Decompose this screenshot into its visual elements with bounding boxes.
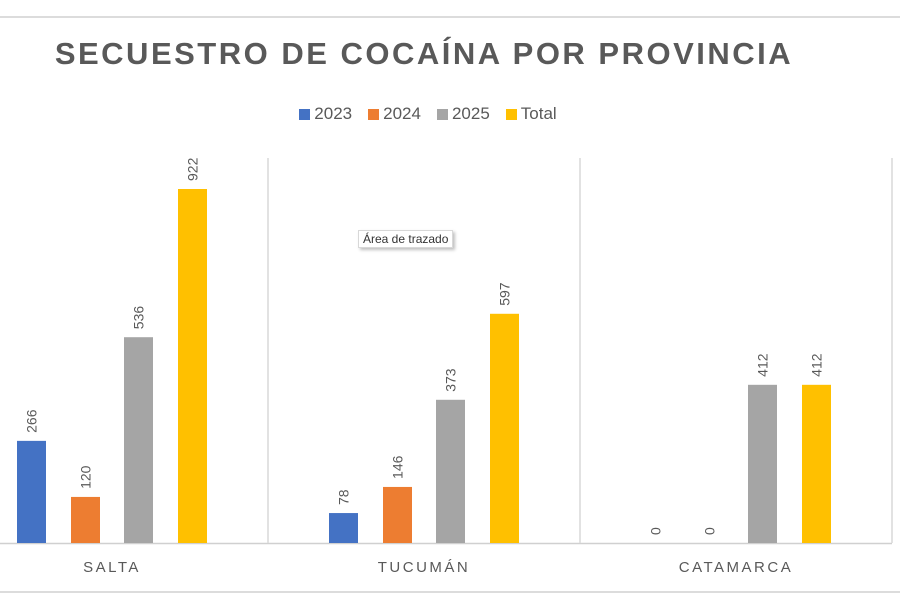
bar-total-catamarca[interactable]: [802, 384, 831, 543]
legend-swatch: [505, 108, 517, 120]
legend-swatch: [436, 108, 448, 120]
top-border: [0, 16, 900, 18]
legend-item[interactable]: 2023: [299, 104, 352, 124]
legend-label: 2024: [383, 104, 421, 123]
bar-total-tucumán[interactable]: [490, 313, 519, 543]
data-label: 536: [131, 306, 147, 330]
legend-swatch: [299, 108, 311, 120]
legend-label: Total: [520, 104, 557, 123]
legend-label: 2023: [314, 104, 353, 123]
data-label: 146: [390, 455, 406, 479]
chart-title: SECUESTRO DE COCAÍNA POR PROVINCIA: [54, 36, 794, 71]
data-label: 266: [24, 409, 40, 433]
legend-swatch: [368, 108, 380, 120]
data-label: 412: [755, 353, 771, 377]
bar-2025-salta[interactable]: [124, 337, 153, 543]
legend-item[interactable]: 2024: [368, 104, 421, 124]
legend-item[interactable]: Total: [505, 104, 557, 124]
legend: 2023 2024 2025 Total: [0, 104, 856, 124]
bar-2025-catamarca[interactable]: [748, 384, 777, 543]
category-label: CATAMARCA: [679, 559, 793, 576]
data-label: 0: [648, 527, 664, 535]
bar-2023-salta[interactable]: [17, 440, 46, 543]
legend-label: 2025: [451, 104, 490, 123]
category-label: SALTA: [83, 559, 141, 576]
category-label: TUCUMÁN: [378, 559, 471, 576]
data-label: 922: [185, 157, 201, 181]
data-label: 120: [78, 465, 94, 489]
data-label: 412: [809, 353, 825, 377]
bar-2025-tucumán[interactable]: [436, 399, 465, 543]
bar-total-salta[interactable]: [178, 189, 207, 543]
data-label: 78: [336, 489, 352, 505]
bar-2024-salta[interactable]: [71, 496, 100, 543]
data-label: 0: [702, 527, 718, 535]
bar-2023-tucumán[interactable]: [329, 513, 358, 543]
data-label: 373: [443, 368, 459, 392]
bottom-border: [0, 591, 900, 593]
legend-item[interactable]: 2025: [436, 104, 490, 124]
data-label: 597: [497, 282, 513, 306]
bar-2024-tucumán[interactable]: [383, 486, 412, 543]
tooltip: Área de trazado: [358, 230, 454, 248]
